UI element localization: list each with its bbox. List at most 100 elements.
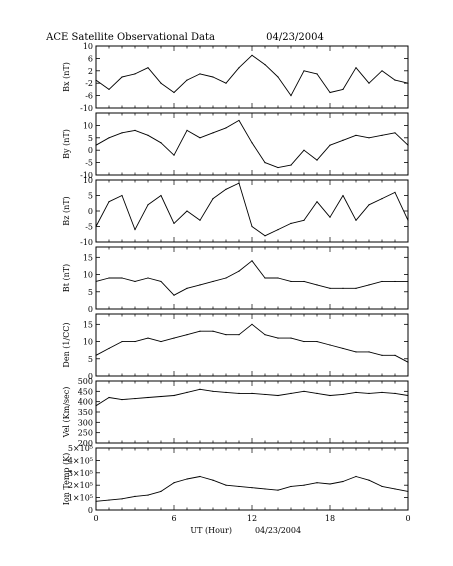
data-point: [95, 500, 97, 502]
series-line: [95, 323, 409, 363]
data-point: [368, 137, 370, 139]
data-point: [329, 144, 331, 146]
data-point: [329, 394, 331, 397]
data-point: [277, 489, 279, 491]
data-point: [394, 79, 396, 81]
x-tick-label: 18: [325, 514, 335, 523]
data-point: [264, 393, 266, 396]
data-point: [147, 494, 149, 496]
panel-3: -10 -5 0 5 10 Bz (nT): [62, 176, 409, 247]
chart-title-date: 04/23/2004: [266, 32, 324, 43]
y-axis-label: Vel (Km/sec): [62, 387, 71, 439]
data-point: [95, 79, 97, 81]
data-point: [264, 235, 266, 237]
data-point: [407, 490, 409, 492]
y-tick-label: 0: [88, 506, 93, 515]
y-tick-label: -6: [85, 92, 93, 101]
y-tick-label: 450: [78, 387, 93, 396]
y-tick-label: 10: [83, 176, 93, 185]
data-point: [147, 396, 149, 399]
data-point: [407, 144, 409, 146]
data-point: [134, 340, 136, 343]
data-point: [121, 132, 123, 134]
data-point: [238, 182, 240, 184]
data-point: [329, 483, 331, 485]
y-tick-label: 0: [88, 207, 93, 216]
data-point: [407, 361, 409, 363]
data-point: [303, 484, 305, 486]
data-point: [134, 280, 136, 283]
data-point: [290, 280, 292, 283]
data-point: [407, 394, 409, 397]
data-point: [160, 490, 162, 492]
data-point: [212, 330, 214, 332]
data-point: [264, 334, 266, 336]
y-tick-label: 3×10⁵: [68, 469, 93, 478]
chart-panels: -10 -6 -2 2 6 10 Bx (nT) -10 -5 0 5 10 By (nT) -10 -5 0…: [62, 42, 411, 523]
y-axis-label: Bx (nT): [62, 62, 71, 92]
data-point: [381, 134, 383, 136]
y-tick-label: 4×10⁵: [68, 456, 93, 465]
data-point: [225, 82, 227, 84]
y-axis-label: By (nT): [62, 129, 71, 159]
data-point: [212, 390, 214, 392]
data-point: [121, 498, 123, 500]
data-point: [251, 487, 253, 489]
y-tick-label: 5: [88, 134, 93, 143]
data-point: [173, 154, 175, 156]
data-point: [95, 405, 97, 407]
y-tick-label: 500: [78, 377, 93, 386]
y-tick-label: 0: [88, 372, 93, 381]
data-point: [199, 475, 201, 478]
panel-frame: [95, 112, 409, 176]
data-point: [342, 347, 344, 350]
data-point: [303, 390, 305, 392]
data-point: [238, 334, 240, 336]
data-point: [394, 354, 396, 356]
data-point: [303, 219, 305, 221]
y-tick-label: 2×10⁵: [68, 481, 93, 490]
data-point: [368, 284, 370, 286]
data-point: [329, 344, 331, 346]
y-tick-label: 10: [83, 121, 93, 130]
data-point: [290, 392, 292, 394]
data-point: [147, 204, 149, 206]
data-point: [212, 198, 214, 200]
y-tick-label: 0: [88, 146, 93, 155]
y-tick-label: -5: [85, 223, 93, 232]
panel-1: -10 -6 -2 2 6 10 Bx (nT): [62, 42, 409, 113]
data-point: [251, 54, 253, 56]
data-point: [173, 91, 175, 94]
y-tick-label: 200: [78, 439, 93, 448]
data-point: [95, 280, 97, 283]
data-point: [173, 337, 175, 339]
series-line: [95, 260, 408, 296]
data-point: [121, 399, 123, 401]
data-point: [381, 70, 383, 72]
series-line: [95, 476, 409, 502]
y-tick-label: -5: [85, 159, 93, 168]
data-point: [173, 394, 175, 397]
data-point: [303, 280, 305, 283]
data-point: [394, 392, 396, 394]
y-tick-label: 400: [78, 398, 93, 407]
y-tick-label: 10: [83, 42, 93, 51]
y-tick-label: 5: [88, 288, 93, 297]
y-tick-label: 350: [78, 408, 93, 417]
y-axis-label: Bt (nT): [62, 264, 71, 292]
data-point: [381, 198, 383, 200]
data-point: [342, 393, 344, 396]
data-point: [290, 95, 292, 97]
data-point: [368, 204, 370, 206]
data-point: [251, 392, 253, 394]
data-point: [199, 330, 201, 332]
y-axis-label: Bz (nT): [62, 196, 71, 225]
data-point: [147, 337, 149, 339]
data-point: [160, 194, 162, 197]
data-point: [108, 201, 110, 203]
data-point: [290, 485, 292, 488]
data-point: [199, 73, 201, 75]
